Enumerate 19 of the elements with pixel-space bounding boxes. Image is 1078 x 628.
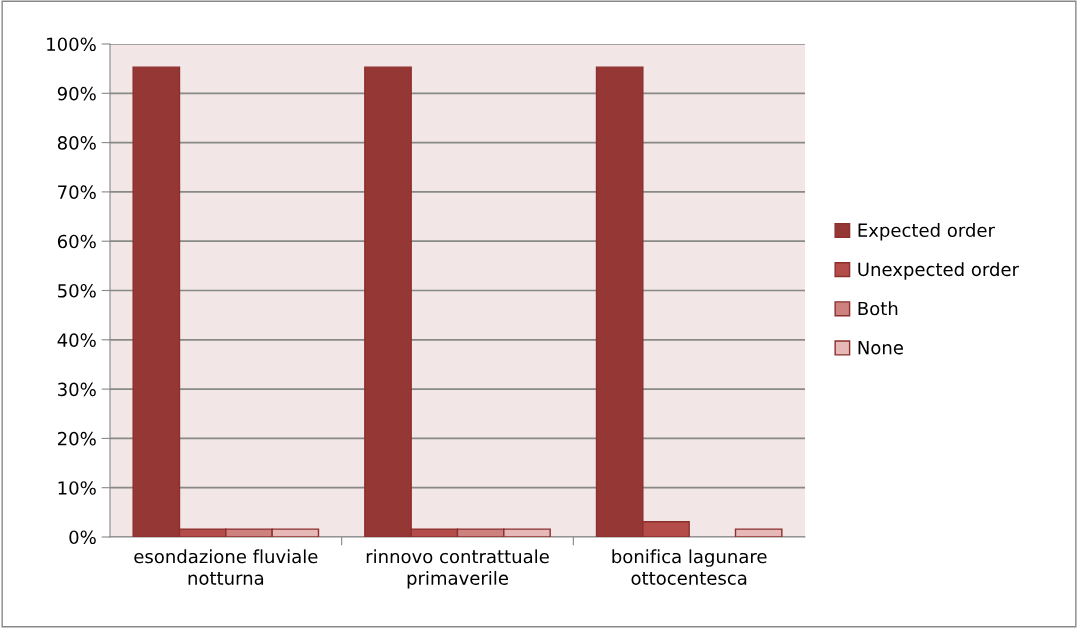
legend-label: None [858, 341, 903, 355]
y-tick-label: 40% [57, 333, 96, 347]
x-tick-label: rinnovo contrattuale primaverile [366, 549, 549, 589]
bar [734, 528, 783, 537]
y-tick-label: 50% [58, 283, 96, 298]
y-tick-label: 90% [57, 86, 96, 101]
y-tick-label: 80% [57, 136, 96, 150]
y-tick-label: 0% [69, 530, 96, 545]
y-tick-label: 30% [58, 382, 96, 397]
legend-label: Both [858, 301, 898, 316]
y-tick-label: 100% [47, 37, 96, 52]
y-tick-label: 70% [58, 185, 96, 200]
legend-label: Unexpected order [858, 262, 1019, 280]
y-tick-label: 60% [57, 234, 96, 249]
y-tick-label: 20% [58, 431, 96, 446]
y-tick-label: 10% [58, 481, 96, 495]
x-tick-label: bonifica lagunare ottocentesca [612, 549, 767, 585]
legend-label: Expected order [858, 223, 995, 241]
x-tick-label: esondazione fluviale notturna [134, 549, 318, 585]
